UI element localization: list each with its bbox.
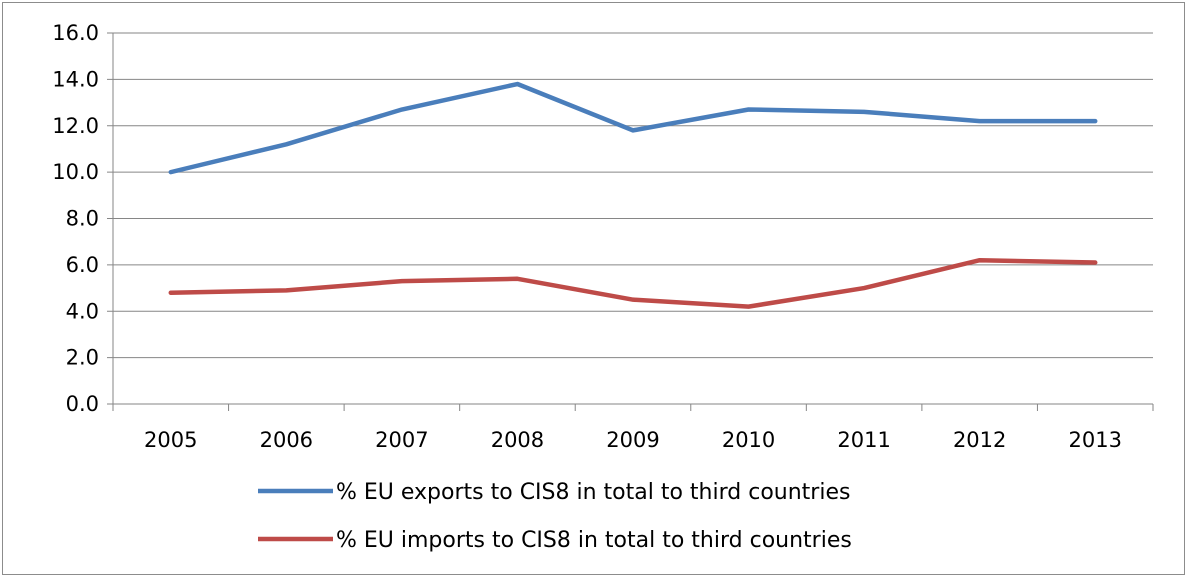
series-line-imports: [168, 257, 1098, 309]
y-axis-tick-labels: 0.0 2.0 4.0 6.0 8.0 10.0 12.0 14.0 16.0: [52, 21, 99, 416]
legend: % EU exports to CIS8 in total to third c…: [258, 480, 852, 553]
series-line-exports: [168, 81, 1098, 175]
series-lines: [168, 81, 1098, 309]
x-tick-label: 2007: [375, 428, 428, 452]
x-tick-label: 2012: [953, 428, 1006, 452]
legend-label-imports: % EU imports to CIS8 in total to third c…: [336, 528, 852, 553]
gridlines: [113, 32, 1153, 359]
y-tick-label: 12.0: [52, 114, 99, 138]
x-tick-label: 2008: [491, 428, 544, 452]
y-tick-label: 8.0: [66, 207, 99, 231]
x-tick-label: 2010: [722, 428, 775, 452]
y-tick-label: 4.0: [66, 299, 99, 323]
x-tick-label: 2011: [837, 428, 890, 452]
axes: [107, 32, 1154, 411]
x-axis-tick-labels: 2005 2006 2007 2008 2009 2010 2011 2012 2013: [144, 428, 1122, 452]
y-tick-label: 10.0: [52, 160, 99, 184]
x-tick-label: 2013: [1068, 428, 1121, 452]
x-tick-label: 2009: [606, 428, 659, 452]
y-tick-label: 14.0: [52, 67, 99, 91]
legend-label-exports: % EU exports to CIS8 in total to third c…: [336, 480, 850, 505]
x-tick-label: 2006: [260, 428, 313, 452]
x-tick-label: 2005: [144, 428, 197, 452]
y-tick-label: 6.0: [66, 253, 99, 277]
y-tick-label: 0.0: [66, 392, 99, 416]
line-chart: 0.0 2.0 4.0 6.0 8.0 10.0 12.0 14.0 16.0 2005 2006…: [52, 21, 1154, 553]
y-tick-label: 2.0: [66, 346, 99, 370]
y-tick-label: 16.0: [52, 21, 99, 45]
